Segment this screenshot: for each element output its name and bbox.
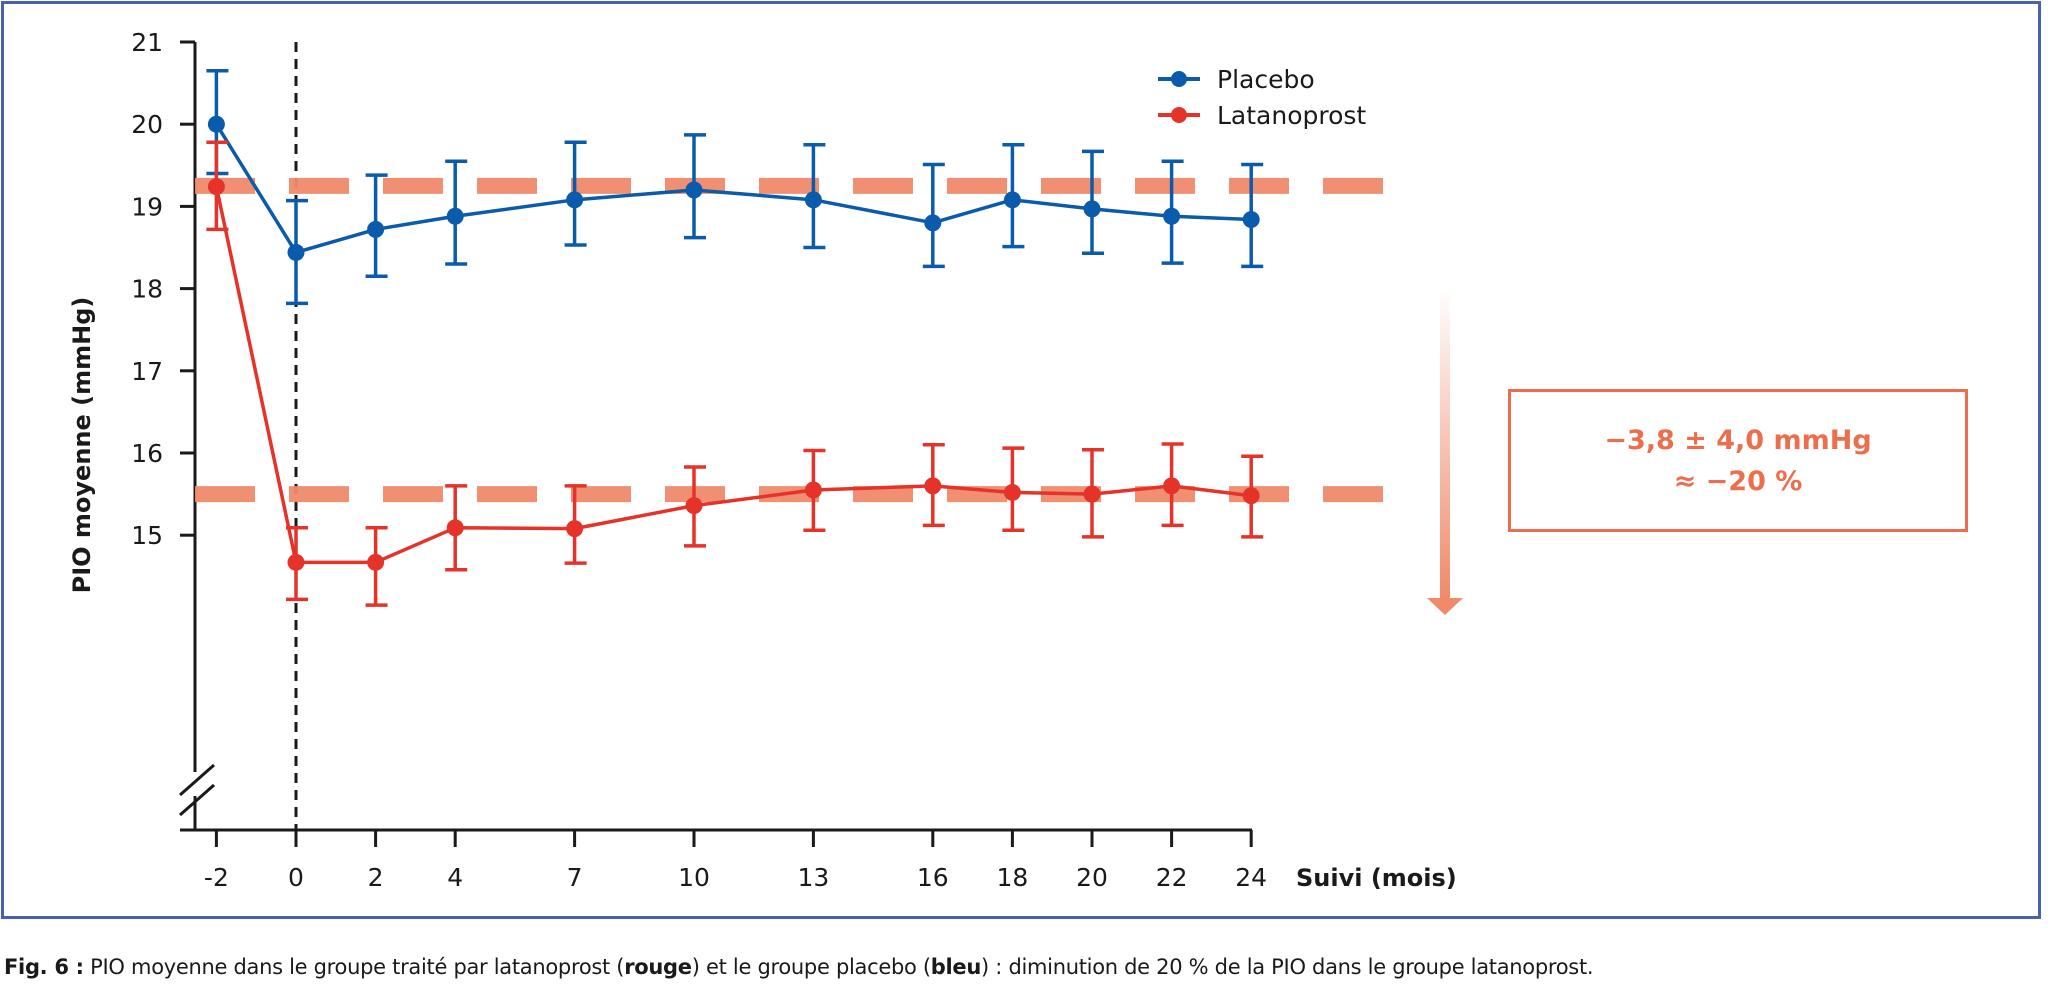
data-point-placebo (1003, 191, 1021, 209)
data-point-latanoprost (685, 497, 703, 515)
data-point-placebo (367, 220, 385, 238)
caption-text-3: ) : diminution de 20 % de la PIO dans le… (981, 955, 1594, 979)
x-tick-label: 4 (447, 863, 463, 892)
x-tick-label: 10 (678, 863, 710, 892)
x-tick-label: 7 (567, 863, 583, 892)
data-point-latanoprost (1003, 483, 1021, 501)
x-tick-label: 16 (917, 863, 949, 892)
data-point-latanoprost (804, 481, 822, 499)
x-tick-label: 13 (797, 863, 829, 892)
y-axis-title: PIO moyenne (mmHg) (68, 297, 96, 594)
data-point-placebo (566, 191, 584, 209)
reduction-annotation: −3,8 ± 4,0 mmHg ≈ −20 % (1508, 389, 1968, 532)
series-line-latanoprost (214, 186, 1252, 565)
legend-label-latanoprost: Latanoprost (1217, 101, 1366, 130)
series-placebo (206, 69, 1264, 306)
axis-break-mark (179, 783, 215, 817)
x-axis-title: Suivi (mois) (1296, 864, 1457, 892)
y-tick-label: 16 (131, 439, 163, 468)
legend-label-placebo: Placebo (1217, 65, 1315, 94)
data-point-placebo (1163, 207, 1181, 225)
axis-break-mark (179, 763, 215, 797)
y-tick-label: 17 (131, 357, 163, 386)
caption-bold-rouge: rouge (624, 955, 692, 979)
x-tick-label: 20 (1076, 863, 1108, 892)
data-point-placebo (446, 207, 464, 225)
data-point-latanoprost (367, 553, 385, 571)
legend: Placebo Latanoprost (1158, 65, 1366, 130)
reduction-value: −3,8 ± 4,0 mmHg (1604, 424, 1872, 456)
data-point-latanoprost (207, 178, 225, 196)
y-tick-label: 21 (131, 28, 163, 57)
data-point-placebo (1242, 211, 1260, 229)
figure-frame (1, 1, 2041, 919)
x-tick-label: 2 (368, 863, 384, 892)
data-point-latanoprost (566, 520, 584, 538)
caption-text-2: ) et le groupe placebo ( (691, 955, 931, 979)
legend-marker-latanoprost (1171, 107, 1187, 123)
y-tick-label: 20 (131, 110, 163, 139)
caption-text-1: PIO moyenne dans le groupe traité par la… (83, 955, 625, 979)
y-tick-label: 19 (131, 192, 163, 221)
series-line-placebo (214, 123, 1252, 255)
figure-caption: Fig. 6 : PIO moyenne dans le groupe trai… (4, 955, 1594, 979)
data-point-placebo (207, 115, 225, 133)
reduction-arrow (1427, 288, 1463, 615)
x-tick-label: 24 (1235, 863, 1267, 892)
data-point-latanoprost (287, 553, 305, 571)
x-tick-label: 0 (288, 863, 304, 892)
data-point-latanoprost (924, 477, 942, 495)
data-point-placebo (924, 214, 942, 232)
data-point-placebo (685, 181, 703, 199)
data-point-latanoprost (1242, 487, 1260, 505)
reduction-percent: ≈ −20 % (1673, 465, 1803, 497)
reduction-arrow-shaft (1440, 288, 1450, 598)
data-point-latanoprost (1083, 485, 1101, 503)
data-point-latanoprost (446, 519, 464, 537)
data-point-placebo (804, 191, 822, 209)
data-point-placebo (287, 243, 305, 261)
reduction-arrow-head (1427, 598, 1463, 615)
data-point-placebo (1083, 200, 1101, 218)
y-tick-label: 18 (131, 275, 163, 304)
y-tick-label: 15 (131, 521, 163, 550)
legend-marker-placebo (1171, 71, 1187, 87)
x-tick-label: 22 (1156, 863, 1188, 892)
caption-fig-label: Fig. 6 : (4, 955, 84, 979)
series (206, 69, 1264, 607)
reference-lines (167, 177, 1390, 503)
series-latanoprost (206, 140, 1264, 607)
x-tick-label: -2 (204, 863, 229, 892)
caption-bold-bleu: bleu (930, 955, 982, 979)
data-point-latanoprost (1163, 477, 1181, 495)
x-tick-label: 18 (996, 863, 1028, 892)
